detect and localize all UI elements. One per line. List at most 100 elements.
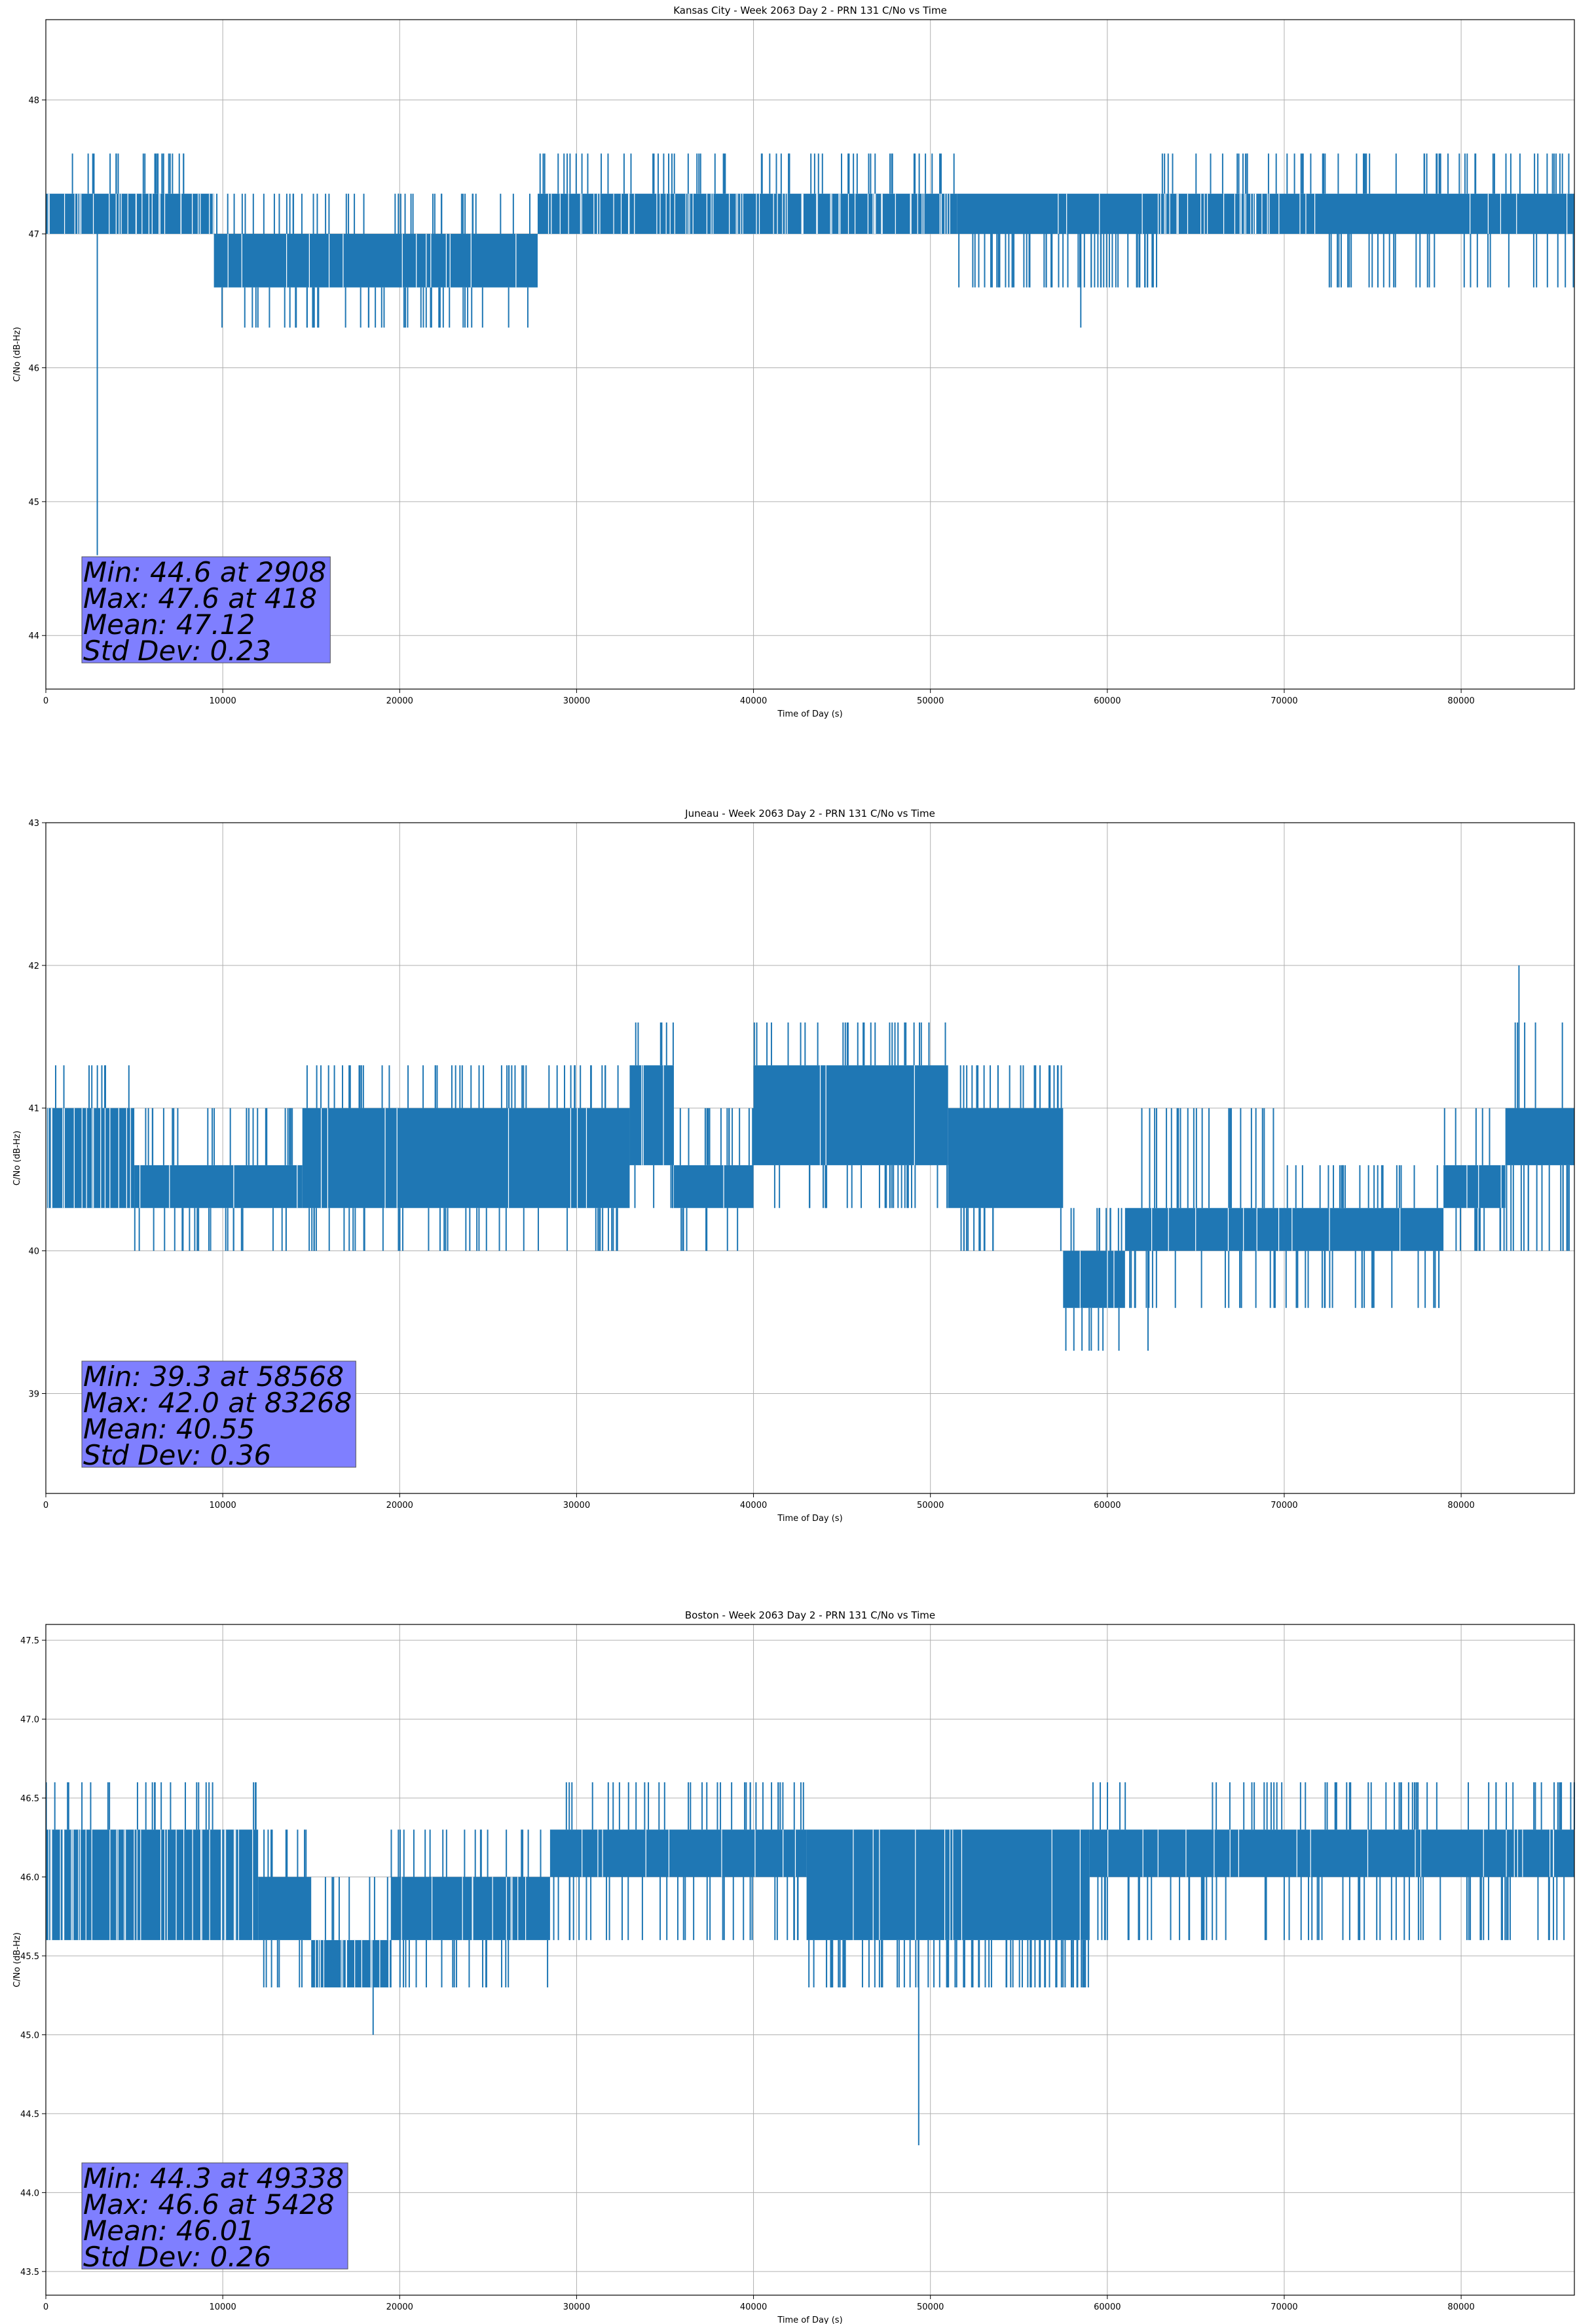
x-tick-label: 60000 [1094,696,1121,706]
data-band [46,1829,259,1940]
data-band [46,193,214,234]
data-band [1284,1208,1444,1251]
data-band [258,1877,312,1940]
y-tick-label: 43 [28,819,39,829]
data-series [46,965,1574,1351]
x-tick-label: 80000 [1447,2302,1474,2312]
x-tick-label: 10000 [209,696,236,706]
x-tick-label: 0 [43,696,48,706]
x-tick-label: 20000 [386,696,413,706]
x-tick-label: 60000 [1094,2302,1121,2312]
stats-line: Min: 39.3 at 58568 [83,1360,344,1393]
x-tick-label: 10000 [209,2302,236,2312]
stats-line: Std Dev: 0.36 [83,1439,271,1471]
y-tick-label: 41 [28,1104,39,1114]
data-band [549,1829,807,1877]
x-tick-label: 30000 [563,1501,590,1510]
data-band [1443,1165,1506,1209]
data-series [45,1782,1575,2146]
y-tick-label: 43.5 [20,2268,39,2277]
data-series [46,153,1574,555]
data-band [134,1165,303,1209]
y-tick-label: 44.0 [20,2188,39,2198]
stats-line: Mean: 47.12 [83,609,255,641]
data-band [537,193,957,234]
y-tick-label: 44 [28,631,39,641]
stats-line: Max: 46.6 at 5428 [83,2188,335,2221]
data-band [390,1877,550,1940]
x-tick-label: 30000 [563,696,590,706]
x-tick-label: 20000 [386,2302,413,2312]
x-tick-label: 10000 [209,1501,236,1510]
y-tick-label: 47.0 [20,1715,39,1725]
y-axis-label: C/No (dB-Hz) [12,1932,22,1987]
x-tick-label: 0 [43,1501,48,1510]
y-tick-label: 40 [28,1247,39,1257]
stats-box-background [81,1360,356,1468]
chart-title: Juneau - Week 2063 Day 2 - PRN 131 C/No … [684,808,935,819]
axes-frame [45,822,1575,1494]
stats-line: Max: 42.0 at 83268 [83,1387,352,1419]
x-tick-label: 40000 [740,2302,767,2312]
chart-panel-2: Juneau - Week 2063 Day 2 - PRN 131 C/No … [12,808,1575,1524]
data-band [1505,1108,1574,1165]
data-band [213,234,538,288]
x-tick-label: 40000 [740,1501,767,1510]
data-band [753,1065,948,1165]
stats-line: Std Dev: 0.23 [83,635,271,667]
chart-panel-3: Boston - Week 2063 Day 2 - PRN 131 C/No … [12,1609,1575,2324]
y-tick-label: 45.5 [20,1952,39,1962]
x-tick-label: 0 [43,2302,48,2312]
x-axis-label: Time of Day (s) [777,1514,842,1524]
data-band [311,1940,391,1988]
stats-line: Min: 44.6 at 2908 [83,556,326,588]
stats-line: Max: 47.6 at 418 [83,582,317,614]
axes-frame [45,19,1575,690]
stats-line: Mean: 46.01 [83,2215,255,2247]
data-band [957,193,1160,234]
y-tick-label: 39 [28,1389,39,1399]
chart-title: Kansas City - Week 2063 Day 2 - PRN 131 … [673,5,947,16]
y-tick-label: 45 [28,498,39,508]
stats-line: Std Dev: 0.26 [83,2241,271,2273]
x-tick-label: 20000 [386,1501,413,1510]
x-tick-label: 50000 [917,1501,944,1510]
x-tick-label: 80000 [1447,696,1474,706]
data-band [1320,193,1574,234]
x-tick-label: 50000 [917,2302,944,2312]
data-band [673,1165,754,1209]
data-band [629,1065,674,1165]
chart-panel-1: Kansas City - Week 2063 Day 2 - PRN 131 … [12,5,1575,719]
y-tick-label: 46 [28,364,39,373]
data-band [1124,1208,1284,1251]
y-tick-label: 48 [28,96,39,106]
y-tick-label: 47.5 [20,1636,39,1646]
y-axis-label: C/No (dB-Hz) [12,327,22,382]
stats-box-background [81,2162,348,2270]
y-tick-label: 42 [28,962,39,971]
y-tick-label: 47 [28,230,39,240]
x-tick-label: 70000 [1271,2302,1297,2312]
data-band [302,1108,630,1209]
stats-box-background [81,556,331,664]
x-axis-label: Time of Day (s) [777,709,842,719]
x-tick-label: 70000 [1271,1501,1297,1510]
y-tick-label: 46.5 [20,1794,39,1804]
stats-line: Min: 44.3 at 49338 [83,2162,344,2194]
y-tick-label: 44.5 [20,2110,39,2120]
data-band [806,1829,1090,1940]
x-tick-label: 30000 [563,2302,590,2312]
data-band [1089,1829,1574,1877]
x-tick-label: 50000 [917,696,944,706]
stats-line: Mean: 40.55 [83,1413,255,1445]
x-tick-label: 60000 [1094,1501,1121,1510]
x-tick-label: 70000 [1271,696,1297,706]
data-band [46,1108,135,1209]
x-tick-label: 40000 [740,696,767,706]
x-tick-label: 80000 [1447,1501,1474,1510]
axes-frame [45,1624,1575,2296]
x-axis-label: Time of Day (s) [777,2315,842,2324]
